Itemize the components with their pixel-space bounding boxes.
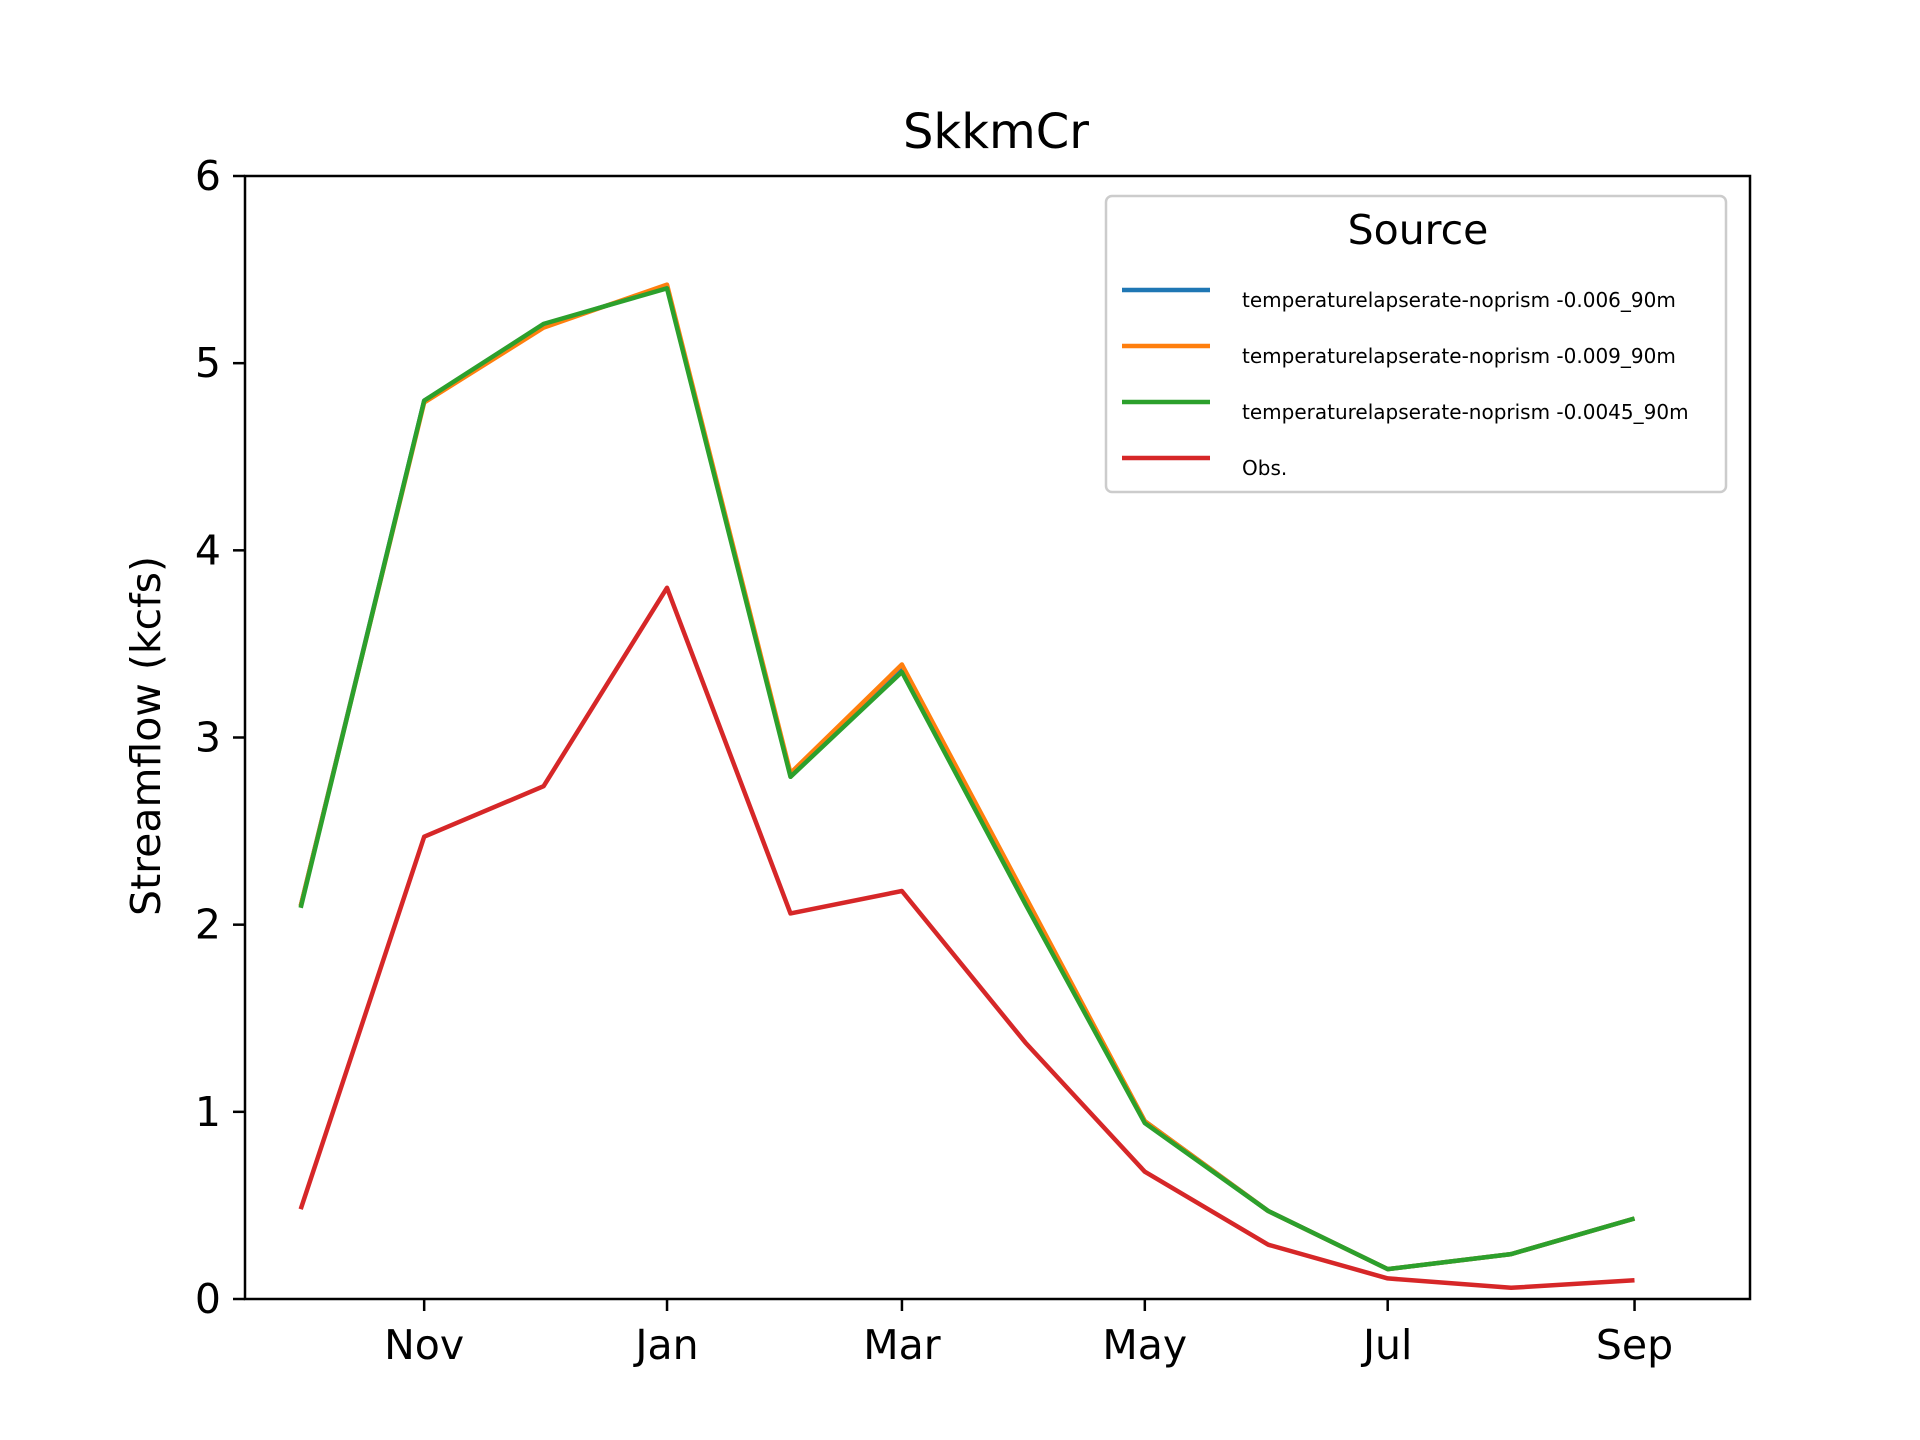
x-tick-label: Sep (1596, 1321, 1673, 1369)
x-axis-ticks: Nov Jan Mar May Jul Sep (384, 1299, 1673, 1369)
legend-label: Obs. (1242, 456, 1287, 480)
x-tick-label: May (1102, 1321, 1187, 1369)
chart-title: SkkmCr (903, 104, 1089, 160)
series-line-3 (298, 585, 1635, 1291)
x-tick-label: Nov (384, 1321, 464, 1369)
y-tick-label: 4 (195, 526, 221, 574)
y-axis-ticks: 0 1 2 3 4 5 6 (195, 152, 245, 1323)
y-tick-label: 5 (195, 339, 221, 387)
legend-label: temperaturelapserate-noprism -0.006_90m (1242, 288, 1676, 312)
y-tick-label: 6 (195, 152, 221, 200)
x-tick-label: Jul (1360, 1321, 1412, 1369)
y-tick-label: 1 (195, 1088, 221, 1136)
legend-label: temperaturelapserate-noprism -0.0045_90m (1242, 400, 1689, 424)
plot-frame (243, 174, 1752, 1301)
y-tick-label: 2 (195, 901, 221, 949)
y-tick-label: 0 (195, 1275, 221, 1323)
series-lines (298, 282, 1636, 1291)
legend-box (1104, 194, 1728, 494)
x-tick-label: Jan (632, 1321, 698, 1369)
legend: Source temperaturelapserate-noprism -0.0… (1104, 194, 1728, 494)
legend-items: temperaturelapserate-noprism -0.006_90mt… (1122, 287, 1689, 480)
y-axis-label: Streamflow (kcfs) (122, 556, 170, 916)
y-tick-label: 3 (195, 714, 221, 762)
x-tick-label: Mar (863, 1321, 940, 1369)
series-line-2 (298, 286, 1636, 1272)
legend-title: Source (1348, 206, 1489, 254)
legend-label: temperaturelapserate-noprism -0.009_90m (1242, 344, 1676, 368)
